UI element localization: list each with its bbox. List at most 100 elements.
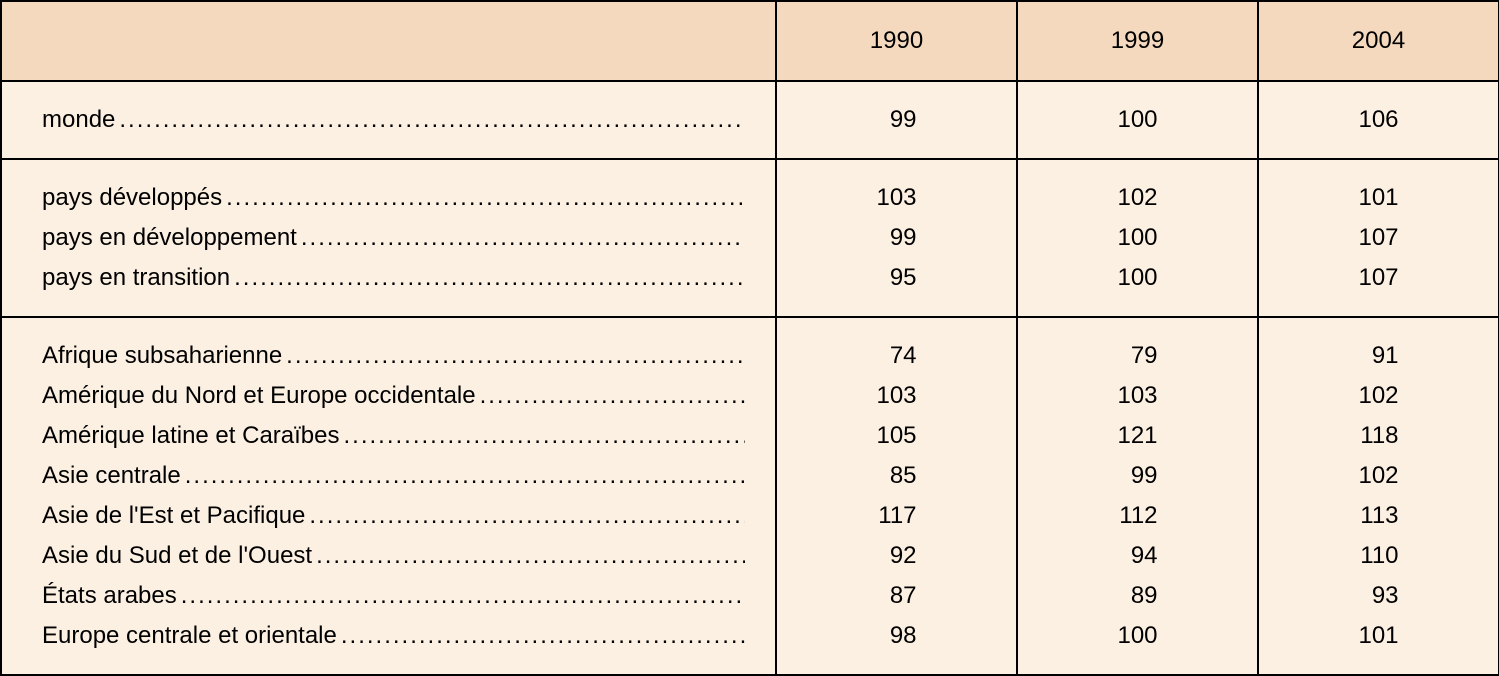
row-label: pays en développement xyxy=(42,218,297,258)
row-label: pays en transition xyxy=(42,258,230,298)
table-row: Asie du Sud et de l'Ouest...............… xyxy=(42,536,745,576)
cell-value: 103 xyxy=(876,376,916,416)
row-label: Amérique latine et Caraïbes xyxy=(42,416,340,456)
table-cell: 112 xyxy=(1018,496,1257,536)
table-cell-labels: monde...................................… xyxy=(1,81,776,159)
table-body: monde...................................… xyxy=(1,81,1499,675)
table-row: Asie de l'Est et Pacifique..............… xyxy=(42,496,745,536)
table-row: Asie centrale...........................… xyxy=(42,456,745,496)
cell-value: 98 xyxy=(876,616,916,656)
table-row-group: monde...................................… xyxy=(1,81,1499,159)
table-cell-values: 1039995 xyxy=(776,159,1017,317)
table-row: pays développés.........................… xyxy=(42,178,745,218)
table-header-2004: 2004 xyxy=(1258,1,1499,81)
table-row: Afrique subsaharienne...................… xyxy=(42,336,745,376)
table-cell: 121 xyxy=(1018,416,1257,456)
table-cell: 101 xyxy=(1259,178,1498,218)
table-row: pays en transition......................… xyxy=(42,258,745,298)
leader-dots: ........................................… xyxy=(181,456,745,496)
cell-value: 79 xyxy=(1117,336,1157,376)
leader-dots: ........................................… xyxy=(305,496,745,536)
leader-dots: ........................................… xyxy=(115,100,745,140)
cell-value: 94 xyxy=(1117,536,1157,576)
data-table-container: 1990 1999 2004 monde....................… xyxy=(0,0,1499,657)
table-cell: 102 xyxy=(1259,456,1498,496)
table-cell: 79 xyxy=(1018,336,1257,376)
table-cell-labels: Afrique subsaharienne...................… xyxy=(1,317,776,675)
cell-value: 102 xyxy=(1358,376,1398,416)
table-cell: 102 xyxy=(1259,376,1498,416)
table-header-1999: 1999 xyxy=(1017,1,1258,81)
table-cell-values: 79103121991129489100 xyxy=(1017,317,1258,675)
row-label: Amérique du Nord et Europe occidentale xyxy=(42,376,476,416)
leader-dots: ........................................… xyxy=(312,536,745,576)
cell-value: 102 xyxy=(1117,178,1157,218)
leader-dots: ........................................… xyxy=(340,416,746,456)
table-cell: 113 xyxy=(1259,496,1498,536)
table-cell: 103 xyxy=(1018,376,1257,416)
leader-dots: ........................................… xyxy=(230,258,745,298)
cell-value: 100 xyxy=(1117,100,1157,140)
cell-value: 103 xyxy=(876,178,916,218)
cell-value: 95 xyxy=(876,258,916,298)
table-cell: 107 xyxy=(1259,218,1498,258)
cell-value: 100 xyxy=(1117,616,1157,656)
cell-value: 107 xyxy=(1358,218,1398,258)
row-label: pays développés xyxy=(42,178,222,218)
cell-value: 110 xyxy=(1358,536,1398,576)
table-row: Amérique du Nord et Europe occidentale..… xyxy=(42,376,745,416)
table-cell-values: 102100100 xyxy=(1017,159,1258,317)
cell-value: 100 xyxy=(1117,258,1157,298)
table-cell: 85 xyxy=(777,456,1016,496)
cell-value: 85 xyxy=(876,456,916,496)
row-label: Europe centrale et orientale xyxy=(42,616,337,656)
leader-dots: ........................................… xyxy=(282,336,745,376)
cell-value: 121 xyxy=(1117,416,1157,456)
table-cell: 106 xyxy=(1259,100,1498,140)
cell-value: 105 xyxy=(876,416,916,456)
table-cell: 94 xyxy=(1018,536,1257,576)
table-cell: 105 xyxy=(777,416,1016,456)
table-cell-values: 9110211810211311093101 xyxy=(1258,317,1499,675)
table-cell: 117 xyxy=(777,496,1016,536)
cell-value: 99 xyxy=(876,100,916,140)
cell-value: 101 xyxy=(1358,178,1398,218)
table-cell: 74 xyxy=(777,336,1016,376)
table-cell: 89 xyxy=(1018,576,1257,616)
leader-dots: ........................................… xyxy=(337,616,745,656)
table-cell: 99 xyxy=(777,218,1016,258)
table-cell: 100 xyxy=(1018,616,1257,656)
table-cell-values: 101107107 xyxy=(1258,159,1499,317)
table-cell: 107 xyxy=(1259,258,1498,298)
cell-value: 101 xyxy=(1358,616,1398,656)
table-cell: 100 xyxy=(1018,258,1257,298)
row-label: États arabes xyxy=(42,576,177,616)
cell-value: 99 xyxy=(1117,456,1157,496)
table-cell: 110 xyxy=(1259,536,1498,576)
row-label: Asie centrale xyxy=(42,456,181,496)
cell-value: 74 xyxy=(876,336,916,376)
table-row: monde...................................… xyxy=(42,100,745,140)
cell-value: 91 xyxy=(1358,336,1398,376)
table-row-group: pays développés.........................… xyxy=(1,159,1499,317)
cell-value: 103 xyxy=(1117,376,1157,416)
row-label: Asie de l'Est et Pacifique xyxy=(42,496,305,536)
table-row: pays en développement...................… xyxy=(42,218,745,258)
table-row-group: Afrique subsaharienne...................… xyxy=(1,317,1499,675)
table-header-label xyxy=(1,1,776,81)
table-cell-labels: pays développés.........................… xyxy=(1,159,776,317)
cell-value: 117 xyxy=(876,496,916,536)
leader-dots: ........................................… xyxy=(476,376,745,416)
table-cell: 103 xyxy=(777,178,1016,218)
cell-value: 113 xyxy=(1358,496,1398,536)
table-cell: 95 xyxy=(777,258,1016,298)
table-cell: 92 xyxy=(777,536,1016,576)
leader-dots: ........................................… xyxy=(177,576,745,616)
cell-value: 106 xyxy=(1358,100,1398,140)
table-cell: 99 xyxy=(777,100,1016,140)
cell-value: 99 xyxy=(876,218,916,258)
cell-value: 102 xyxy=(1358,456,1398,496)
table-cell: 100 xyxy=(1018,100,1257,140)
table-cell: 118 xyxy=(1259,416,1498,456)
table-cell-values: 106 xyxy=(1258,81,1499,159)
